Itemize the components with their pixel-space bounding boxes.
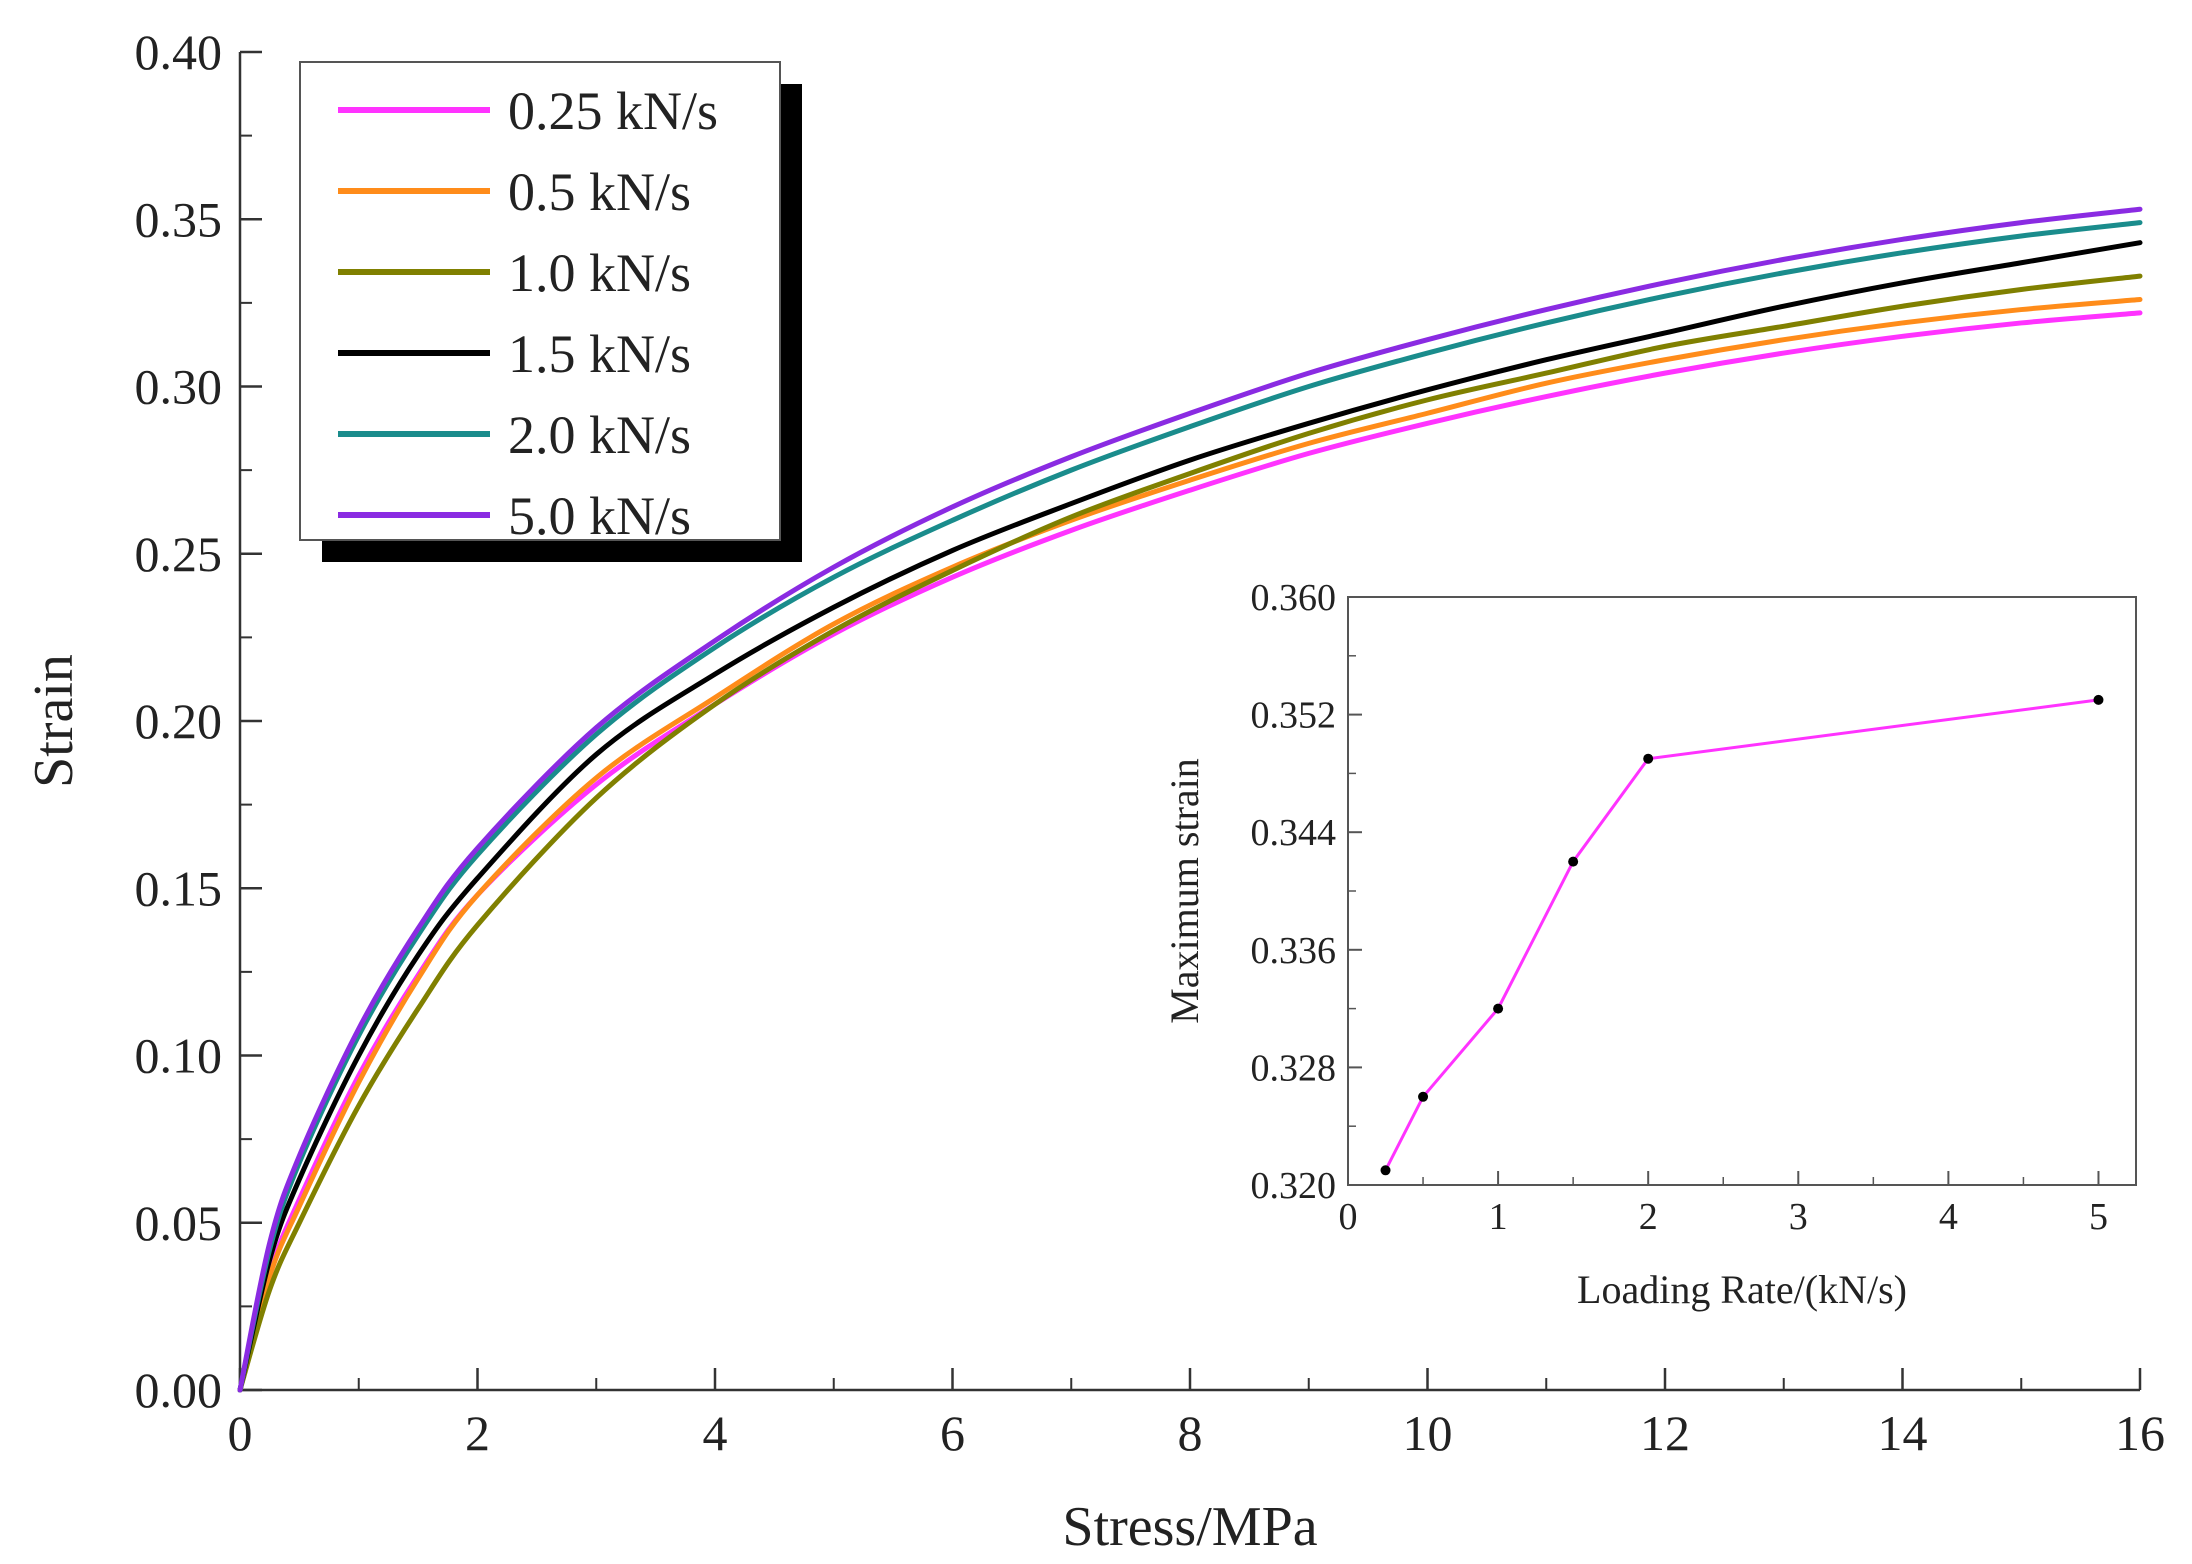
- main-y-tick-label: 0.05: [135, 1195, 223, 1251]
- legend-label: 1.5 kN/s: [508, 324, 691, 384]
- inset-data-point: [2093, 694, 2104, 705]
- inset-x-tick-label: 2: [1639, 1196, 1658, 1238]
- main-x-tick-label: 12: [1640, 1405, 1690, 1461]
- legend-label: 0.25 kN/s: [508, 81, 718, 141]
- main-x-tick-label: 10: [1403, 1405, 1453, 1461]
- main-y-tick-label: 0.35: [135, 191, 223, 247]
- series-line-3: [237, 240, 2143, 1393]
- inset-y-tick-label: 0.360: [1251, 577, 1337, 619]
- main-x-tick-label: 14: [1878, 1405, 1928, 1461]
- main-x-tick-label: 0: [228, 1405, 253, 1461]
- legend-label: 1.0 kN/s: [508, 243, 691, 303]
- inset-data-point: [1643, 753, 1654, 764]
- inset-data-point: [1380, 1165, 1391, 1176]
- inset-frame: [1347, 596, 2137, 1186]
- main-y-tick-label: 0.15: [135, 860, 223, 916]
- inset-data-point: [1418, 1091, 1429, 1102]
- series-line-5: [237, 206, 2143, 1393]
- main-y-tick-label: 0.10: [135, 1028, 223, 1084]
- series-line-0: [237, 310, 2143, 1393]
- inset-y-axis-title: Maximum strain: [1162, 758, 1207, 1024]
- main-x-tick-label: 4: [703, 1405, 728, 1461]
- main-x-tick-label: 6: [940, 1405, 965, 1461]
- inset-x-tick-label: 5: [2089, 1196, 2108, 1238]
- inset-y-tick-label: 0.328: [1251, 1047, 1337, 1089]
- main-y-tick-label: 0.00: [135, 1362, 223, 1418]
- main-x-tick-label: 8: [1178, 1405, 1203, 1461]
- main-y-tick-label: 0.20: [135, 693, 223, 749]
- legend-box: [299, 61, 781, 541]
- main-y-axis-title: Strain: [23, 654, 85, 788]
- legend-label: 2.0 kN/s: [508, 405, 691, 465]
- main-y-tick-label: 0.40: [135, 24, 223, 80]
- main-x-tick-label: 16: [2115, 1405, 2165, 1461]
- inset-x-tick-label: 4: [1939, 1196, 1958, 1238]
- inset-y-tick-label: 0.352: [1251, 695, 1337, 737]
- inset-y-tick-label: 0.336: [1251, 930, 1337, 972]
- inset-data-point: [1568, 856, 1579, 867]
- inset-x-tick-label: 3: [1789, 1196, 1808, 1238]
- inset-series-line: [1384, 698, 2099, 1171]
- inset-x-tick-label: 0: [1339, 1196, 1358, 1238]
- series-line-2: [237, 273, 2143, 1393]
- inset-y-tick-label: 0.320: [1251, 1165, 1337, 1207]
- series-line-4: [237, 220, 2143, 1393]
- legend-label: 5.0 kN/s: [508, 486, 691, 546]
- inset-x-tick-label: 1: [1489, 1196, 1508, 1238]
- inset-data-point: [1493, 1003, 1504, 1014]
- inset-y-tick-label: 0.344: [1251, 812, 1337, 854]
- main-x-tick-label: 2: [465, 1405, 490, 1461]
- main-y-tick-label: 0.25: [135, 526, 223, 582]
- main-x-axis-title: Stress/MPa: [1062, 1496, 1317, 1558]
- main-y-tick-label: 0.30: [135, 359, 223, 415]
- inset-x-axis-title: Loading Rate/(kN/s): [1577, 1267, 1907, 1312]
- legend-label: 0.5 kN/s: [508, 162, 691, 222]
